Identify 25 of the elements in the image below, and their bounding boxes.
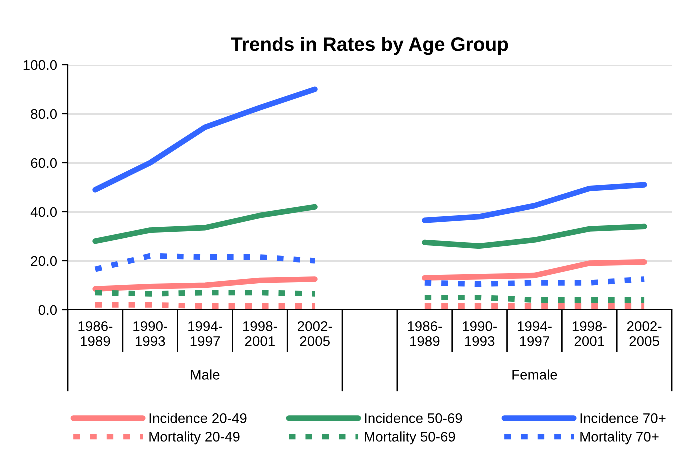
legend-label: Mortality 50-69 (365, 432, 456, 445)
x-tick-label: 1986- 1989 (408, 321, 442, 346)
chart-title: Trends in Rates by Age Group (231, 37, 508, 56)
y-tick-label: 20.0 (31, 256, 58, 266)
y-tick-label: 0.0 (38, 305, 58, 316)
x-tick-label: 1994- 1997 (518, 321, 552, 346)
text: Male (191, 370, 220, 380)
legend-label: Incidence 50-69 (365, 413, 462, 424)
y-tick-label: 40.0 (30, 207, 58, 218)
legend-label: Incidence 70+ (580, 413, 666, 424)
legend-label: Mortality 20-49 (150, 432, 240, 445)
x-tick-label: 1998- 2001 (243, 321, 278, 346)
x-tick-label: 2002- 2005 (627, 321, 662, 346)
x-tick-label: 1994- 1997 (188, 321, 222, 346)
y-tick-label: 80.0 (31, 109, 58, 120)
legend-label: Incidence 20-49 (150, 413, 247, 424)
y-tick-label: 100.0 (24, 60, 58, 70)
x-tick-label: 2002- 2005 (298, 321, 332, 346)
text: Female (512, 370, 558, 380)
y-tick-label: 60.0 (31, 158, 58, 168)
x-tick-label: 1990- 1993 (463, 321, 497, 346)
legend-label: Mortality 70+ (580, 432, 659, 445)
x-tick-label: 1998- 2001 (572, 321, 607, 346)
x-tick-label: 1990- 1993 (134, 321, 168, 346)
x-tick-label: 1986- 1989 (78, 321, 113, 346)
